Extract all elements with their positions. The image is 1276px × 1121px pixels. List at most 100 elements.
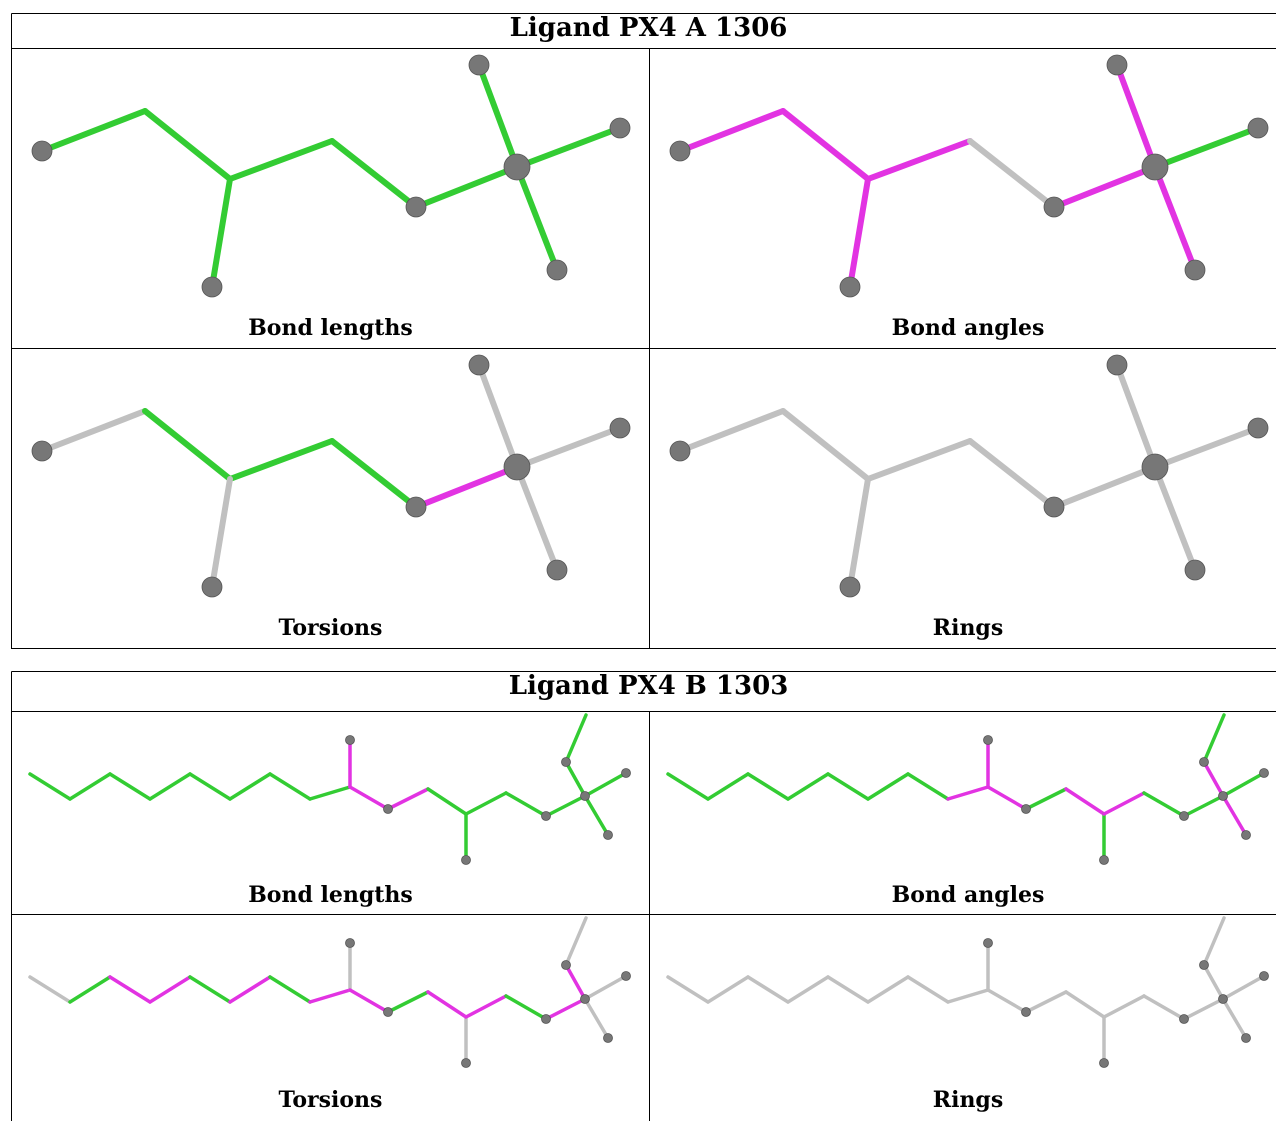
bond: [188, 975, 232, 1004]
bond: [108, 772, 152, 801]
bond: [1221, 794, 1248, 837]
bond: [514, 464, 560, 573]
atom: [839, 576, 861, 598]
panel-caption: Bond angles: [891, 315, 1045, 341]
panel-caption: Bond lengths: [248, 882, 413, 908]
atom: [201, 576, 223, 598]
ligand-block-b: Ligand PX4 B 1303 Bond lengths Bond angl…: [11, 671, 1276, 1121]
atom: [1199, 757, 1209, 767]
atom: [201, 276, 223, 298]
ligand-title: Ligand PX4 B 1303: [508, 671, 789, 701]
bond: [1142, 994, 1186, 1021]
atom: [405, 196, 427, 218]
molecule-diagram: [28, 916, 631, 1068]
panel-bond-lengths: Bond lengths: [12, 49, 649, 348]
bond: [1202, 713, 1226, 764]
bond: [476, 62, 520, 170]
atom: [1099, 855, 1109, 865]
atom: [1218, 994, 1228, 1004]
bond: [1152, 125, 1261, 170]
bond: [514, 425, 623, 470]
bond: [39, 408, 148, 454]
bond: [142, 108, 233, 182]
panel-caption: Torsions: [278, 1087, 383, 1113]
table-grid-b: [11, 671, 1276, 1121]
atom: [1247, 417, 1269, 439]
bond: [514, 125, 623, 170]
molecule-diagram: [31, 354, 631, 598]
bond: [666, 975, 710, 1004]
bond: [464, 994, 508, 1019]
ligand-title: Ligand PX4 A 1306: [509, 13, 788, 43]
bond: [564, 760, 587, 798]
bond: [583, 974, 628, 1001]
bond: [583, 771, 628, 798]
bond: [68, 772, 112, 801]
bond: [1142, 791, 1186, 818]
atom: [383, 1007, 393, 1017]
bond: [847, 176, 871, 290]
atom: [1179, 1014, 1189, 1024]
bond: [39, 108, 148, 154]
bond: [826, 975, 870, 1004]
bond: [1102, 791, 1146, 816]
bond: [677, 108, 786, 154]
bond: [1024, 990, 1068, 1014]
bond: [142, 408, 233, 482]
bond: [1051, 164, 1158, 210]
atom: [1199, 960, 1209, 970]
atom: [468, 354, 490, 376]
bond: [865, 438, 973, 482]
atom: [1099, 1058, 1109, 1068]
atom: [345, 735, 355, 745]
bond: [1152, 425, 1261, 470]
bond: [1024, 787, 1068, 811]
atom: [1106, 54, 1128, 76]
bond: [228, 772, 272, 801]
bond: [329, 138, 419, 210]
panel-caption: Bond lengths: [248, 315, 413, 341]
atom: [561, 960, 571, 970]
bond: [564, 916, 588, 967]
atom: [1179, 811, 1189, 821]
panel-caption: Rings: [932, 615, 1004, 641]
atom: [1184, 259, 1206, 281]
bond: [464, 791, 508, 816]
bond: [1064, 990, 1106, 1019]
bond: [1102, 994, 1146, 1019]
bond: [209, 476, 233, 590]
bond: [386, 787, 430, 811]
atom: [603, 1033, 613, 1043]
atom: [1184, 559, 1206, 581]
atom: [461, 1058, 471, 1068]
atom: [31, 440, 53, 462]
atom: [561, 757, 571, 767]
bond: [1182, 997, 1225, 1021]
molecule-diagram: [669, 54, 1269, 298]
bond: [780, 408, 871, 482]
bond: [1221, 771, 1266, 798]
bond: [514, 164, 560, 273]
atom: [461, 855, 471, 865]
bond: [386, 990, 430, 1014]
atom: [1141, 153, 1169, 181]
atom: [345, 938, 355, 948]
bond: [227, 138, 335, 182]
bond: [28, 772, 72, 801]
bond: [1114, 362, 1158, 470]
bond: [946, 785, 990, 801]
atom: [503, 453, 531, 481]
bond: [1064, 787, 1106, 816]
panel-rings: Rings: [650, 915, 1276, 1121]
atom: [1021, 1007, 1031, 1017]
bond: [866, 975, 910, 1004]
bond: [986, 988, 1028, 1014]
bond: [706, 975, 750, 1004]
bond: [188, 772, 232, 801]
atom: [580, 791, 590, 801]
bond: [946, 988, 990, 1004]
bond: [583, 794, 610, 837]
bond: [544, 997, 587, 1021]
molecule-diagram: [31, 54, 631, 298]
atom: [31, 140, 53, 162]
